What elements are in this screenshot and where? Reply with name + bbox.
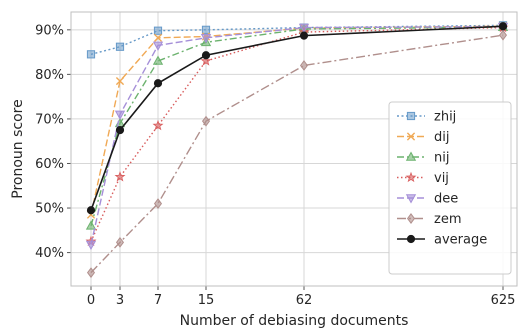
legend-marker-dee [405, 194, 417, 204]
legend-label-dee: dee [434, 192, 458, 207]
point-zem-15 [201, 115, 211, 127]
legend-label-zem: zem [434, 212, 462, 227]
legend-entry-nij: nij [397, 151, 449, 166]
point-zem-62 [299, 60, 309, 71]
x-tick-label-0: 0 [87, 293, 95, 308]
legend-box [388, 101, 512, 275]
point-vij-7 [152, 119, 164, 131]
legend-entry-vij: vij [397, 171, 449, 186]
y-tick-label-2: 60% [35, 157, 64, 172]
point-nij-7 [152, 55, 164, 65]
point-zhij-3 [115, 42, 125, 51]
point-zem-625 [498, 29, 508, 41]
x-tick-label-1: 3 [116, 293, 124, 308]
legend-marker-average [406, 234, 416, 244]
point-average-0 [86, 206, 96, 215]
point-zhij-7 [153, 26, 163, 35]
point-zhij-15 [201, 25, 211, 34]
legend-marker-zhij [406, 111, 416, 121]
legend-entry-zem: zem [397, 212, 462, 227]
series-line-zem [90, 34, 504, 274]
series-line-nij [90, 26, 504, 227]
point-dee-62 [298, 23, 310, 34]
point-zem-3 [115, 236, 125, 248]
series-lines [85, 21, 509, 279]
y-tick-label-0: 40% [35, 246, 64, 261]
legend-entry-average: average [397, 233, 487, 248]
plot-frame [70, 11, 518, 287]
point-zem-7 [153, 198, 163, 210]
point-zhij-0 [86, 50, 96, 59]
point-dee-15 [200, 34, 212, 44]
y-tick-label-3: 70% [35, 112, 64, 127]
point-nij-0 [85, 220, 97, 230]
legend-label-zhij: zhij [434, 110, 456, 125]
y-tick-label-4: 80% [35, 68, 64, 83]
legend-marker-vij [405, 171, 417, 183]
y-tick-label-5: 90% [35, 23, 64, 38]
x-tick-label-4: 62 [296, 293, 313, 308]
legend-entry-dee: dee [397, 192, 458, 207]
x-tick-label-5: 625 [491, 293, 516, 308]
x-tick-label-3: 15 [198, 293, 215, 308]
x-axis-label: Number of debiasing documents [180, 313, 409, 328]
point-average-62 [299, 31, 309, 40]
point-zem-0 [86, 267, 96, 279]
point-dee-0 [85, 240, 97, 251]
y-axis-label: Pronoun score [10, 99, 26, 198]
y-tick-label-1: 50% [35, 202, 64, 217]
legend: zhij dij nij vij dee zem average [388, 101, 512, 275]
legend-label-nij: nij [434, 151, 449, 166]
series-line-zhij [90, 24, 504, 56]
series-line-dee [90, 26, 504, 245]
legend-entry-zhij: zhij [397, 110, 456, 125]
legend-label-average: average [434, 233, 487, 248]
legend-marker-dij [406, 132, 416, 141]
point-average-7 [153, 79, 163, 88]
point-dee-3 [114, 110, 126, 121]
point-average-3 [115, 125, 125, 135]
x-tick-label-2: 7 [154, 293, 162, 308]
point-dij-7 [153, 33, 163, 42]
legend-entry-dij: dij [397, 130, 449, 145]
series-average [86, 22, 508, 215]
plot-border [70, 11, 518, 287]
legend-marker-nij [405, 151, 417, 161]
legend-label-dij: dij [434, 130, 449, 145]
series-zem [86, 29, 508, 279]
point-vij-15 [200, 55, 212, 66]
point-dij-3 [115, 76, 125, 86]
point-average-625 [498, 22, 508, 31]
legend-marker-zem [406, 213, 416, 224]
axis-ticks: 0 3 7 15 62 625 40% 50% 60% 70% 80% 90% [35, 23, 515, 308]
series-line-average [90, 25, 504, 211]
legend-label-vij: vij [434, 171, 449, 186]
point-dee-7 [152, 41, 164, 51]
point-vij-3 [114, 171, 126, 182]
point-average-15 [201, 51, 211, 60]
